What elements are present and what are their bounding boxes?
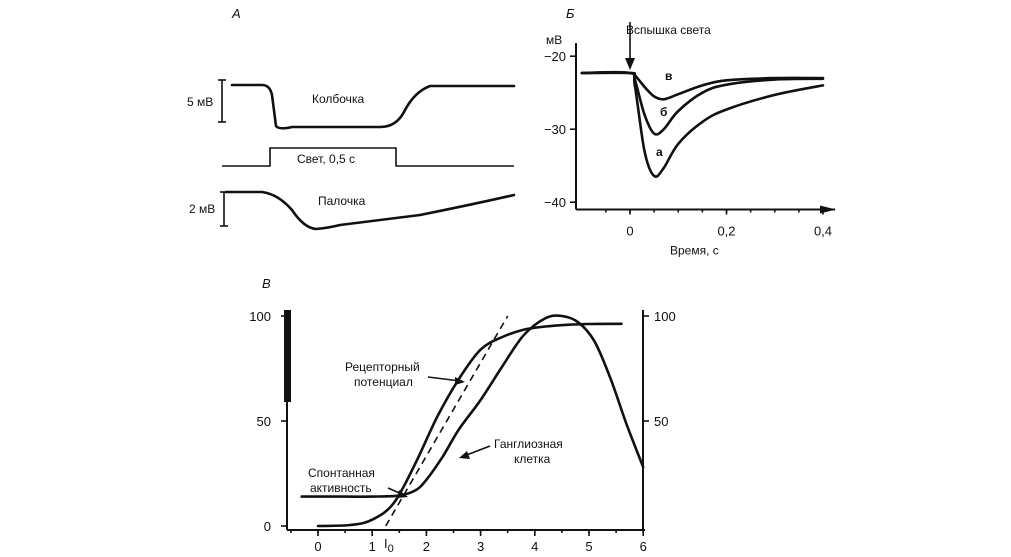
panel-b: Б Вспышка света мВ −20 −30 −40 0 0,2 0,4 Время,…: [544, 6, 836, 258]
ganglion-pointer: [459, 445, 491, 459]
cone-scale-bar: [218, 79, 226, 123]
panel-c-left-tick-label: 0: [264, 519, 271, 534]
panel-b-plot: а б в: [580, 69, 825, 178]
panel-c-x-tick-label: 0: [314, 539, 321, 554]
panel-c-x-tick-label: 2: [423, 539, 430, 554]
panel-c-x-tick-label: 5: [585, 539, 592, 554]
panel-b-series-в: [580, 71, 825, 101]
cone-label: Колбочка: [312, 92, 364, 106]
panel-a: А 5 мВ Колбочка Свет, 0,5 с 2 мВ Палочка: [187, 6, 516, 231]
panel-c-series-curve: [300, 314, 645, 498]
panel-b-y-tick-label: −20: [544, 49, 566, 64]
panel-c-x-tick-label: 3: [477, 539, 484, 554]
panel-b-x-tick-label: 0,4: [814, 224, 832, 239]
panel-b-letter: Б: [566, 6, 575, 21]
panel-b-y-tick-label: −40: [544, 195, 566, 210]
ganglion-label-line1: Ганглиозная: [494, 437, 563, 451]
panel-c-right-tick-label: 50: [654, 414, 668, 429]
spontaneous-label-line1: Спонтанная: [308, 466, 375, 480]
threshold-i: I: [384, 536, 388, 551]
panel-b-curve-label: а: [656, 145, 663, 159]
light-stimulus-trace: [222, 147, 514, 167]
panel-b-y-tick-label: −30: [544, 122, 566, 137]
rod-trace: [224, 190, 516, 231]
panel-b-x-label: Время, с: [670, 244, 719, 258]
flash-arrow: [625, 22, 635, 70]
light-label: Свет, 0,5 с: [297, 152, 355, 166]
panel-c-letter: В: [262, 276, 271, 291]
panel-b-x-tick-label: 0,2: [717, 224, 735, 239]
panel-b-y-label: мВ: [546, 33, 562, 47]
panel-c-series-curve: [316, 322, 623, 528]
panel-c-left-tick-label: 50: [257, 414, 271, 429]
threshold-subscript: 0: [388, 543, 394, 555]
panel-c-x-tick-label: 4: [531, 539, 538, 554]
panel-b-axes: мВ −20 −30 −40 0 0,2 0,4 Время, с: [544, 33, 836, 258]
panel-b-series-б: [580, 71, 825, 136]
receptor-label-line1: Рецепторный: [345, 360, 420, 374]
panel-c-right-tick-label: 100: [654, 309, 676, 324]
panel-b-x-axis-arrow: [820, 205, 836, 214]
panel-c-plot: [300, 314, 645, 528]
panel-b-curve-label: в: [665, 69, 672, 83]
spontaneous-pointer: [387, 487, 408, 498]
threshold-label: I0: [384, 536, 394, 555]
panel-c-x-tick-label: 6: [640, 539, 647, 554]
panel-b-series-а: [580, 70, 825, 178]
panel-c-left-tick-label: 100: [249, 309, 271, 324]
receptor-label-line2: потенциал: [354, 375, 413, 389]
cone-trace: [230, 83, 516, 130]
flash-label: Вспышка света: [626, 23, 711, 37]
cone-scale-label: 5 мВ: [187, 95, 213, 109]
rod-scale-label: 2 мВ: [189, 202, 215, 216]
panel-a-letter: А: [231, 6, 241, 21]
receptor-pointer: [427, 376, 465, 385]
ganglion-label-line2: клетка: [514, 452, 551, 466]
rod-label: Палочка: [318, 194, 366, 208]
rod-scale-bar: [220, 191, 228, 227]
panel-c-x-tick-label: 1: [369, 539, 376, 554]
panel-c-dashed-line: [385, 315, 509, 527]
panel-b-x-tick-label: 0: [626, 224, 633, 239]
spontaneous-label-line2: активность: [310, 481, 372, 495]
panel-b-curve-label: б: [660, 105, 667, 119]
